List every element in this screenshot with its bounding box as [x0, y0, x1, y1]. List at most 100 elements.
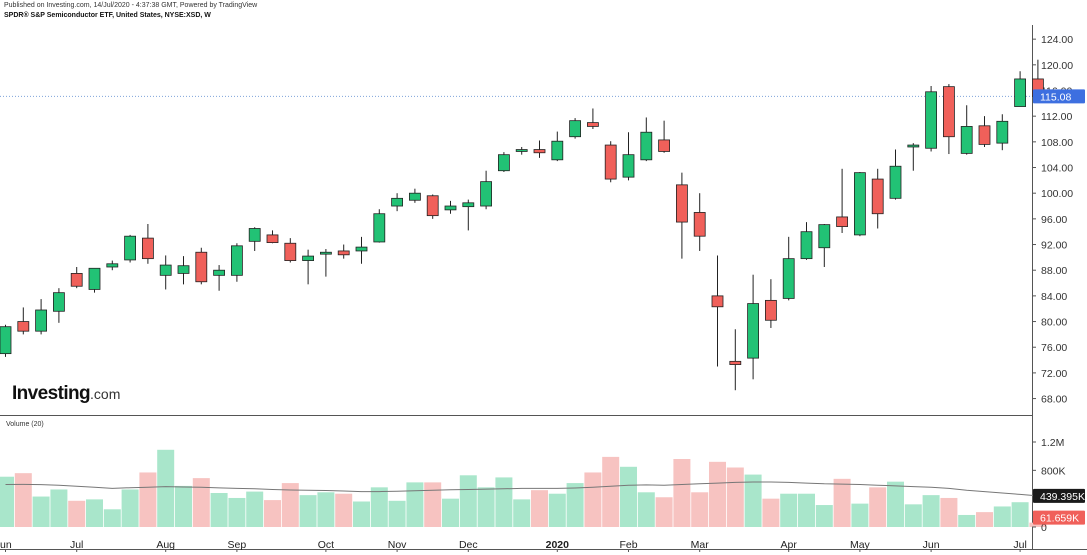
candle: [35, 299, 47, 335]
candle: [729, 329, 742, 391]
volume-bar: [869, 487, 887, 527]
x-tick-label: Jul: [70, 539, 83, 551]
volume-bar: [922, 495, 940, 527]
candle-body: [996, 120, 1009, 144]
candle-body: [569, 120, 581, 138]
volume-bar: [264, 500, 281, 527]
candle: [925, 86, 937, 152]
volume-bar: [50, 489, 68, 527]
candle-body: [960, 126, 973, 154]
candle-body: [676, 184, 688, 223]
candle-body: [978, 125, 991, 145]
candle-body: [925, 91, 937, 149]
candle: [818, 223, 831, 267]
candle: [373, 209, 386, 243]
volume-bar: [958, 514, 976, 527]
volume-bar: [353, 501, 370, 527]
volume-bar: [192, 478, 210, 527]
volume-ma-tag-bg: [1033, 488, 1085, 503]
price-tick-label: 80.00: [1041, 317, 1067, 329]
price-tick-label: 72.00: [1041, 368, 1067, 380]
volume-bar: [388, 500, 406, 527]
price-tick-label: 96.00: [1041, 214, 1067, 226]
candle: [444, 200, 457, 214]
volume-bar: [370, 487, 388, 527]
volume-bar: [726, 467, 744, 527]
volume-bar: [246, 491, 264, 527]
volume-bar: [566, 483, 584, 527]
volume-bar: [281, 483, 299, 527]
x-tick-label: Jul: [1013, 539, 1026, 551]
candle-body: [0, 326, 12, 355]
candle: [978, 116, 991, 147]
candle-body: [1014, 78, 1026, 107]
volume-bar: [798, 493, 815, 527]
candle: [124, 234, 136, 263]
candle-body: [497, 154, 510, 172]
price-tick-label: 112.00: [1041, 111, 1072, 123]
candle-body: [195, 251, 208, 283]
x-tick-label: Nov: [388, 539, 407, 551]
candle-body: [408, 192, 421, 201]
x-tick-label: Feb: [619, 539, 637, 551]
volume-bar: [121, 489, 139, 527]
candle: [106, 260, 119, 271]
volume-bar: [495, 477, 513, 527]
volume-bar: [317, 492, 335, 527]
price-tick-label: 120.00: [1041, 60, 1073, 72]
volume-bar: [584, 472, 602, 527]
volume-bar: [620, 466, 637, 527]
volume-tick-label: 800K: [1041, 465, 1066, 477]
price-tick-label: 88.00: [1041, 265, 1067, 277]
volume-bar: [86, 499, 103, 527]
candle: [408, 188, 421, 203]
price-tick-label: 68.00: [1041, 394, 1067, 406]
volume-bar: [851, 503, 869, 527]
candle: [676, 172, 688, 259]
candle-body: [248, 228, 261, 242]
price-tick-label: 108.00: [1041, 137, 1073, 149]
candle-body: [889, 165, 902, 199]
candle: [996, 114, 1009, 151]
candle: [17, 307, 30, 335]
candle: [747, 274, 759, 380]
candle: [569, 118, 581, 139]
volume-tick-label: 0: [1041, 522, 1047, 534]
x-tick-label: Jun: [923, 539, 940, 551]
candle-body: [106, 263, 119, 268]
candle: [800, 222, 813, 260]
candle: [871, 168, 884, 229]
candle-body: [124, 235, 136, 261]
candle-body: [587, 122, 599, 127]
candle: [622, 132, 635, 181]
price-tick-label: 92.00: [1041, 240, 1067, 252]
volume-bar: [744, 474, 762, 527]
candle-body: [693, 212, 706, 237]
x-tick-label: Sep: [228, 539, 247, 551]
logo-suffix: .com: [90, 386, 121, 402]
volume-bar: [780, 493, 798, 527]
candle-body: [729, 360, 742, 365]
volume-bar: [157, 449, 175, 527]
chart-title: SPDR® S&P Semiconductor ETF, United Stat…: [4, 12, 211, 19]
candle: [462, 199, 475, 231]
candle: [266, 230, 279, 244]
candle-body: [871, 178, 884, 215]
volume-bar: [32, 496, 50, 527]
candle-body: [444, 205, 457, 211]
volume-bar: [762, 498, 780, 527]
volume-title: Volume (20): [6, 421, 44, 428]
candle: [284, 238, 297, 263]
candle-body: [70, 273, 83, 287]
volume-bar: [0, 476, 14, 527]
price-tick-label: 104.00: [1041, 163, 1073, 175]
candle: [319, 249, 332, 277]
candle: [711, 255, 724, 367]
candle: [765, 279, 777, 328]
investing-logo: Investing.com: [12, 383, 120, 405]
candle: [195, 247, 208, 285]
x-tick-label: Apr: [781, 539, 798, 551]
volume-bar: [424, 482, 442, 527]
candle-body: [302, 255, 315, 261]
price-tick-label: 84.00: [1041, 291, 1067, 303]
